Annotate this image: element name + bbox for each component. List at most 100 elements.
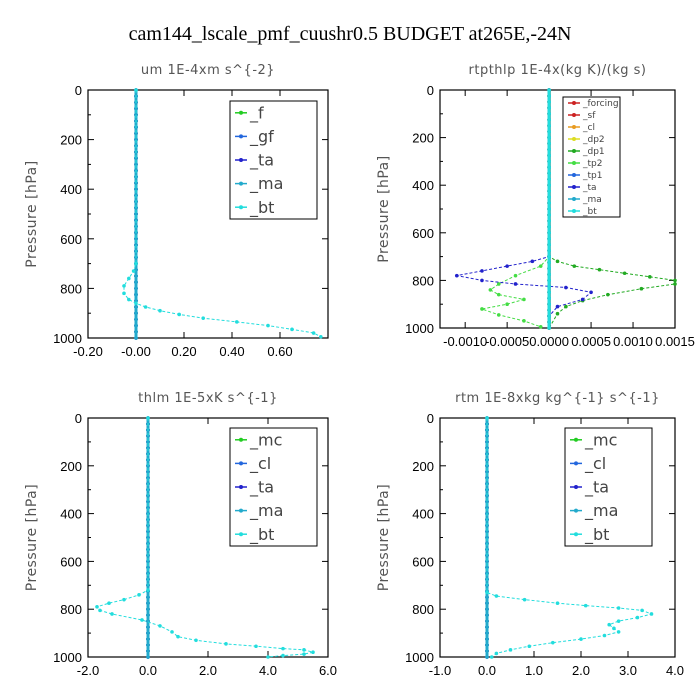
data-point [146,649,150,653]
data-point [146,588,150,592]
legend-marker [574,532,578,537]
data-point [547,248,551,253]
legend-label: _ma [584,501,618,521]
x-tick-label: -0.0010 [443,334,487,349]
data-point [485,649,489,653]
data-point [134,137,138,142]
data-point [547,201,551,205]
data-point [134,187,138,191]
y-axis-label: Pressure [hPa] [24,484,40,591]
legend-label: _dp2 [582,135,605,145]
data-point [134,106,138,111]
data-point [485,505,489,510]
legend: _mc _cl _ta _ma _bt [229,427,318,547]
y-tick-label: 0 [75,83,82,98]
data-point [122,284,126,288]
data-point [146,595,150,600]
data-point [505,302,509,307]
data-point [224,642,228,646]
data-point [146,505,150,510]
data-point [485,559,489,564]
data-point [134,299,138,303]
data-point [134,323,138,328]
chart-panel-4: rtm 1E-8xkg kg^{-1} s^{-1} Pressure [hPa]… [376,391,684,678]
data-point [547,320,551,324]
data-point [158,308,162,313]
legend-marker [239,508,243,513]
data-point [673,278,677,283]
data-point [134,88,138,92]
data-point [485,416,489,420]
data-point [572,264,577,268]
y-tick-label: 800 [412,273,434,288]
data-point [547,231,551,235]
data-point [602,633,607,638]
data-point [146,475,150,480]
data-point [281,653,285,658]
legend-label: _ta [249,151,274,171]
legend-label: _mc [584,430,617,450]
data-point [201,316,205,320]
data-point [555,601,560,606]
data-point [496,313,501,317]
y-tick-label: 600 [60,232,82,247]
figure-title: cam144_lscale_pmf_cuushr0.5 BUDGET at265… [129,23,572,45]
data-point [547,159,551,164]
data-point [547,88,551,92]
data-point [311,650,315,655]
panel-title: thlm 1E-5xK s^{-1} [138,391,278,406]
data-point [547,165,551,170]
data-point [134,292,138,297]
data-point [134,301,138,306]
y-tick-label: 600 [60,554,82,569]
legend-label: _bt [249,525,274,545]
legend-marker [572,149,576,153]
legend-label: _bt [249,198,274,218]
data-point [485,475,489,480]
data-point [513,282,518,286]
legend-label: _forcing [582,99,619,109]
legend-marker [239,485,243,489]
data-point [635,615,640,620]
data-point [137,593,141,597]
data-point [485,643,489,647]
data-point [547,225,551,229]
data-point [302,652,306,656]
legend-marker [239,205,243,210]
data-point [673,282,677,286]
data-point [485,590,489,595]
data-point [564,304,568,309]
data-point [122,291,126,296]
data-point [551,640,555,645]
chart-panel-1: um 1E-4xm s^{-2} Pressure [hPa] 0 200 400 600… [24,63,329,359]
x-tick-label: 4.0 [666,663,684,678]
data-point [95,605,99,609]
data-point [176,634,180,639]
data-point [547,219,551,223]
data-point [622,271,627,276]
data-point [505,264,509,268]
data-point [547,135,551,140]
legend: _f _gf _ta _ma _bt [229,100,318,220]
legend-marker [239,110,243,115]
y-tick-label: 400 [60,507,82,522]
legend-label: _bt [582,207,597,217]
data-point [158,624,162,628]
data-point [134,336,138,340]
data-point [146,416,150,420]
legend-marker [574,437,578,442]
chart-panel-2: rtpthlp 1E-4x(kg K)/(kg s) Pressure [hPa]… [376,63,695,349]
x-tick-label: 0.0010 [613,334,653,349]
data-point [522,297,526,302]
x-tick-label: 1.0 [525,663,543,678]
panel-title: rtm 1E-8xkg kg^{-1} s^{-1} [455,391,660,406]
x-tick-label: -0.0005 [485,334,529,349]
x-tick-label: 2.0 [572,663,590,678]
data-point [547,213,551,217]
data-point [146,625,150,629]
data-point [485,631,489,635]
legend-marker [572,125,576,129]
data-point [513,273,518,278]
data-point [134,156,138,160]
data-point [146,607,150,611]
